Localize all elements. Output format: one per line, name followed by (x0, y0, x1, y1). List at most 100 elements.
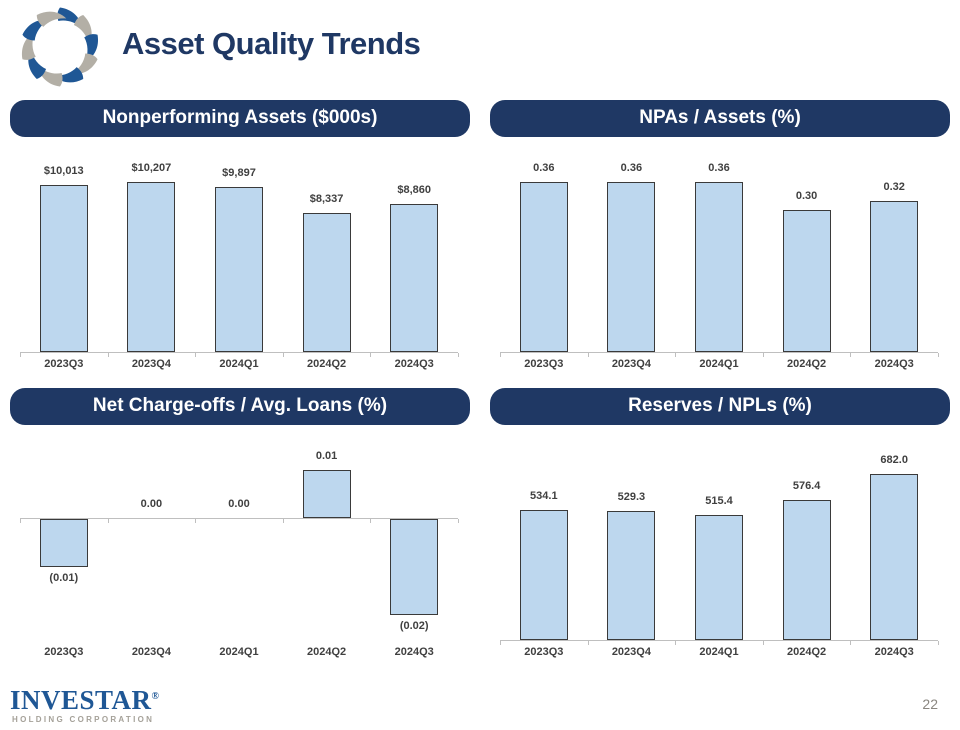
axis-tick (458, 519, 459, 523)
bar (302, 470, 351, 518)
x-tick-label: 2024Q3 (394, 358, 434, 370)
axis-tick (850, 353, 852, 357)
bar-value-label: (0.02) (399, 620, 429, 632)
x-axis (500, 352, 938, 353)
chart-reserves-npls: 534.1 2023Q3 529.3 2023Q4 515.4 2024Q1 576.4 20… (490, 388, 950, 673)
bar-value-label: 534.1 (530, 490, 558, 502)
investar-swirl-logo (21, 7, 99, 87)
investar-company-name: INVESTAR® (10, 685, 160, 715)
x-tick-label: 2023Q3 (44, 646, 84, 658)
investar-subtitle: HOLDING CORPORATION (12, 715, 155, 724)
x-tick-label: 2023Q3 (524, 358, 564, 370)
x-axis (20, 518, 458, 519)
bar (215, 187, 263, 352)
axis-tick (500, 353, 501, 357)
axis-tick (938, 641, 939, 645)
bar (39, 519, 88, 567)
bar (390, 519, 439, 615)
axis-tick (370, 353, 372, 357)
x-tick-label: 2023Q4 (611, 358, 651, 370)
bar-value-label: 0.36 (620, 162, 643, 174)
chart-title-reserves-npls: Reserves / NPLs (%) (490, 388, 950, 425)
x-tick-label: 2023Q3 (44, 358, 84, 370)
x-tick-label: 2024Q1 (699, 358, 739, 370)
bar-value-label: 682.0 (880, 454, 908, 466)
x-tick-label: 2023Q4 (611, 646, 651, 658)
bar-value-label: 0.01 (315, 450, 338, 462)
bar-value-label: 529.3 (617, 491, 646, 503)
x-tick-label: 2024Q1 (219, 358, 259, 370)
axis-tick (370, 519, 372, 523)
plot-area: $10,013 2023Q3 $10,207 2023Q4 $9,897 2024Q1 $8… (10, 100, 470, 385)
axis-tick (500, 641, 501, 645)
bar (390, 204, 439, 352)
bar (519, 182, 568, 352)
axis-tick (762, 353, 764, 357)
chart-net-charge-offs: (0.01) 2023Q3 0.00 2023Q4 0.00 2024Q1 0.01 2024… (10, 388, 470, 673)
bar-value-label: 0.36 (708, 162, 730, 174)
bar (870, 474, 919, 640)
bar (782, 500, 831, 640)
bar-value-label: (0.01) (49, 572, 79, 584)
x-tick-label: 2023Q4 (131, 358, 171, 370)
axis-tick (762, 641, 764, 645)
axis-tick (282, 519, 284, 523)
bar-value-label: 0.00 (228, 498, 250, 510)
chart-title-net-charge-offs: Net Charge-offs / Avg. Loans (%) (10, 388, 470, 425)
x-tick-label: 2023Q3 (524, 646, 564, 658)
x-tick-label: 2023Q4 (131, 646, 171, 658)
bar-value-label: 576.4 (792, 480, 821, 492)
chart-title-npas-assets: NPAs / Assets (%) (490, 100, 950, 137)
x-tick-label: 2024Q2 (307, 358, 347, 370)
axis-tick (587, 641, 589, 645)
chart-nonperforming-assets: $10,013 2023Q3 $10,207 2023Q4 $9,897 2024Q1 $8… (10, 100, 470, 385)
registered-trademark-icon: ® (151, 691, 160, 702)
bar-value-label: 515.4 (705, 495, 733, 507)
investar-wordmark: INVESTAR® HOLDING CORPORATION (10, 685, 160, 725)
bar-value-label: 0.32 (883, 181, 905, 193)
plot-area: 0.36 2023Q3 0.36 2023Q4 0.36 2024Q1 0.30 2024Q2… (490, 100, 950, 385)
axis-tick (675, 353, 677, 357)
bar (695, 182, 743, 352)
chart-title-nonperforming-assets: Nonperforming Assets ($000s) (10, 100, 470, 137)
x-tick-label: 2024Q3 (394, 646, 434, 658)
axis-tick (107, 519, 109, 523)
bar-value-label: 0.30 (795, 190, 818, 202)
bar (607, 182, 656, 352)
x-tick-label: 2024Q1 (219, 646, 259, 658)
axis-tick (107, 353, 109, 357)
axis-tick (282, 353, 284, 357)
axis-tick (458, 353, 459, 357)
x-tick-label: 2024Q3 (874, 646, 914, 658)
x-axis (500, 640, 938, 641)
plot-area: 534.1 2023Q3 529.3 2023Q4 515.4 2024Q1 576.4 20… (490, 388, 950, 673)
bar (870, 201, 919, 352)
axis-tick (20, 353, 21, 357)
bar-value-label: $8,337 (309, 193, 344, 205)
bar-value-label: 0.36 (533, 162, 555, 174)
x-tick-label: 2024Q2 (787, 358, 827, 370)
axis-tick (938, 353, 939, 357)
axis-tick (675, 641, 677, 645)
bar-value-label: $9,897 (222, 167, 256, 179)
bar-value-label: $10,207 (131, 162, 172, 174)
x-axis (20, 352, 458, 353)
bar (695, 515, 743, 640)
plot-area: (0.01) 2023Q3 0.00 2023Q4 0.00 2024Q1 0.01 2024… (10, 388, 470, 673)
axis-tick (587, 353, 589, 357)
x-tick-label: 2024Q3 (874, 358, 914, 370)
bar (519, 510, 568, 640)
axis-tick (850, 641, 852, 645)
axis-tick (195, 353, 197, 357)
bar (127, 182, 176, 352)
x-tick-label: 2024Q2 (787, 646, 827, 658)
bar-value-label: 0.00 (140, 498, 163, 510)
bar (782, 210, 831, 352)
bar-value-label: $8,860 (397, 184, 432, 196)
bar (607, 511, 656, 640)
bar-value-label: $10,013 (43, 165, 84, 177)
page-title: Asset Quality Trends (122, 26, 421, 61)
axis-tick (20, 519, 21, 523)
x-tick-label: 2024Q1 (699, 646, 739, 658)
